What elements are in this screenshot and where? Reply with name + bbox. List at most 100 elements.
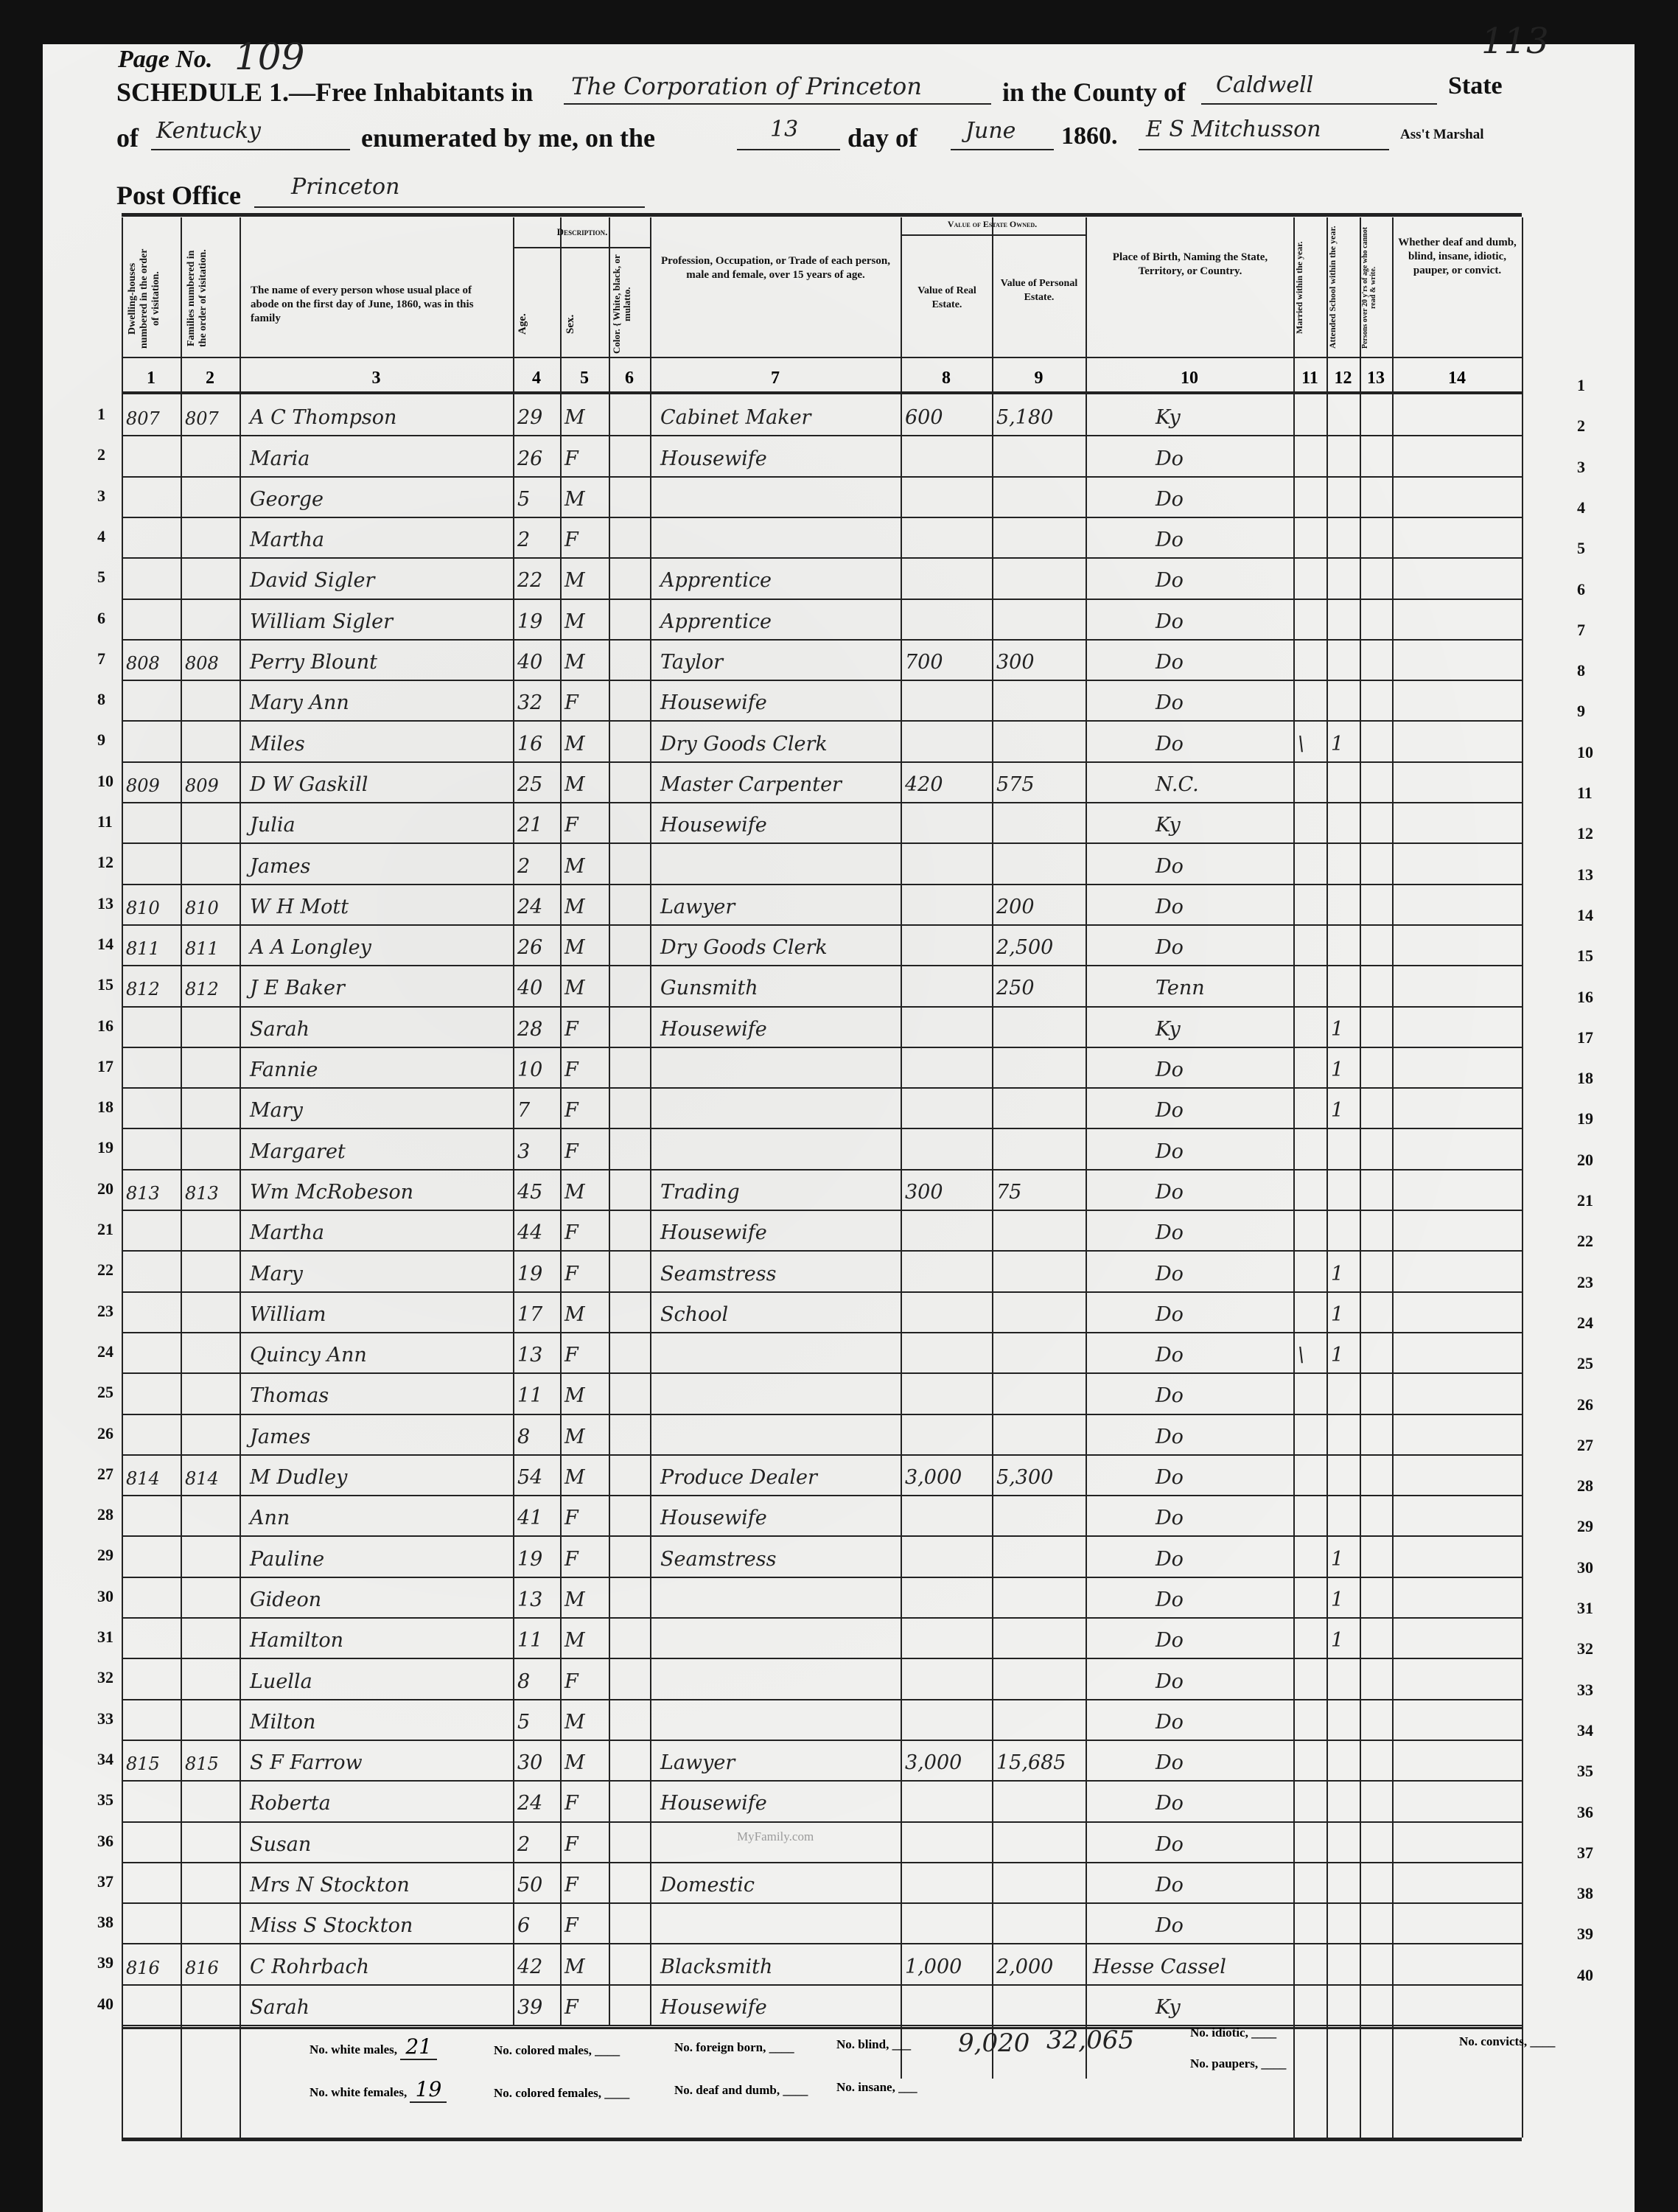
table-row: 11 Julia 21 F Housewife Ky xyxy=(0,802,1678,842)
body-bottom-rule xyxy=(122,2027,1522,2029)
header-personal-estate: Value of Personal Estate. xyxy=(1000,278,1078,303)
family-number: 807 xyxy=(185,408,219,430)
birthplace: Ky xyxy=(1156,1017,1181,1041)
convicts-label: No. convicts, xyxy=(1459,2034,1528,2048)
age: 7 xyxy=(517,1099,531,1123)
person-name: James xyxy=(250,1425,311,1448)
dwelling-number: 807 xyxy=(126,408,160,430)
table-row: 28 Ann 41 F Housewife Do xyxy=(0,1495,1678,1535)
person-name: David Sigler xyxy=(250,569,375,593)
line-number: 13 xyxy=(97,893,113,913)
line-number: 37 xyxy=(97,1871,113,1891)
age: 30 xyxy=(517,1751,543,1775)
age: 2 xyxy=(517,1832,531,1856)
right-line-number: 38 xyxy=(1577,1884,1593,1903)
table-row: 19 Margaret 3 F Do xyxy=(0,1128,1678,1168)
birthplace: Hesse Cassel xyxy=(1093,1955,1226,1978)
row-rule xyxy=(122,1902,1522,1905)
line-number: 5 xyxy=(97,568,105,587)
family-number: 812 xyxy=(185,979,219,1000)
birthplace: Do xyxy=(1156,569,1184,593)
row-rule xyxy=(122,1984,1522,1986)
header-name: The name of every person whose usual pla… xyxy=(251,285,474,324)
table-row: 20 813 813 Wm McRobeson 45 M Trading 300 75 Do xyxy=(0,1169,1678,1210)
table-row: 13 810 810 W H Mott 24 M Lawyer 200 Do xyxy=(0,884,1678,924)
column-number: 10 xyxy=(1181,369,1198,388)
table-row: 3 George 5 M Do xyxy=(0,476,1678,517)
age: 2 xyxy=(517,854,531,878)
row-rule xyxy=(122,1087,1522,1089)
idiotic-label: No. idiotic, xyxy=(1190,2026,1248,2040)
right-line-number: 6 xyxy=(1577,579,1585,599)
birthplace: Do xyxy=(1156,610,1184,633)
header-estate: Value of Estate Owned. xyxy=(947,219,1038,229)
white-males: No. white males, 21 xyxy=(310,2034,438,2060)
line-number: 4 xyxy=(97,526,105,545)
birthplace: Do xyxy=(1156,1262,1184,1285)
real-estate-value: 3,000 xyxy=(905,1751,962,1775)
sex: M xyxy=(564,1751,585,1775)
sex: F xyxy=(564,1221,578,1245)
table-row: 8 Mary Ann 32 F Housewife Do xyxy=(0,680,1678,720)
birthplace: Do xyxy=(1156,1792,1184,1815)
row-rule xyxy=(122,1291,1522,1293)
table-row: 2 Maria 26 F Housewife Do xyxy=(0,435,1678,475)
age: 22 xyxy=(517,569,543,593)
white-females-label: No. white females, xyxy=(310,2085,408,2099)
row-rule xyxy=(122,720,1522,722)
table-row: 38 Miss S Stockton 6 F Do xyxy=(0,1902,1678,1943)
table-row: 25 Thomas 11 M Do xyxy=(0,1372,1678,1413)
column-number: 8 xyxy=(942,369,951,388)
table-row: 16 Sarah 28 F Housewife Ky 1 xyxy=(0,1006,1678,1047)
row-rule xyxy=(122,802,1522,803)
row-rule xyxy=(122,842,1522,845)
age: 32 xyxy=(517,691,543,715)
birthplace: Do xyxy=(1156,1832,1184,1856)
birthplace: Do xyxy=(1156,487,1184,511)
line-number: 39 xyxy=(97,1953,113,1972)
married-within-year: \ xyxy=(1298,1344,1305,1367)
deaf-dumb: No. deaf and dumb, ____ xyxy=(674,2083,808,2097)
occupation: Gunsmith xyxy=(660,977,758,1000)
county-label: in the County of xyxy=(1002,77,1186,107)
attended-school: 1 xyxy=(1331,1547,1344,1571)
birthplace: Do xyxy=(1156,1140,1184,1163)
birthplace: Do xyxy=(1156,1180,1184,1204)
line-number: 38 xyxy=(97,1913,113,1932)
line-number: 23 xyxy=(97,1301,113,1320)
table-row: 40 Sarah 39 F Housewife Ky xyxy=(0,1984,1678,2025)
birthplace: N.C. xyxy=(1156,772,1199,796)
post-office-underline xyxy=(254,180,645,208)
header-description: Description. xyxy=(556,226,608,237)
table-row: 33 Milton 5 M Do xyxy=(0,1699,1678,1740)
personal-estate-value: 2,000 xyxy=(996,1955,1054,1978)
personal-estate-value: 300 xyxy=(996,651,1035,674)
age: 28 xyxy=(517,1017,543,1041)
sex: F xyxy=(564,1017,578,1041)
column-number: 6 xyxy=(625,369,634,388)
right-line-number: 1 xyxy=(1577,376,1585,394)
person-name: Wm McRobeson xyxy=(250,1180,414,1204)
age: 54 xyxy=(517,1466,543,1490)
idiotic: No. idiotic, ____ xyxy=(1190,2026,1277,2040)
white-females-value: 19 xyxy=(410,2077,447,2103)
right-line-number: 24 xyxy=(1577,1313,1593,1332)
row-rule xyxy=(122,1413,1522,1415)
row-rule xyxy=(122,883,1522,885)
body-top-rule xyxy=(122,391,1522,394)
sex: M xyxy=(564,854,585,878)
month-value: June xyxy=(965,118,1016,144)
family-number: 810 xyxy=(185,897,219,918)
person-name: Gideon xyxy=(250,1588,322,1611)
real-estate-value: 300 xyxy=(905,1180,943,1204)
row-rule xyxy=(122,1617,1522,1619)
post-office-label: Post Office xyxy=(116,181,241,210)
occupation: Housewife xyxy=(660,1995,767,2019)
birthplace: Ky xyxy=(1156,1995,1181,2019)
attended-school: 1 xyxy=(1331,1344,1344,1367)
line-number: 3 xyxy=(97,486,105,505)
birthplace: Do xyxy=(1156,1466,1184,1490)
dwelling-number: 815 xyxy=(126,1754,160,1775)
age: 5 xyxy=(517,487,531,511)
line-number: 21 xyxy=(97,1220,113,1238)
